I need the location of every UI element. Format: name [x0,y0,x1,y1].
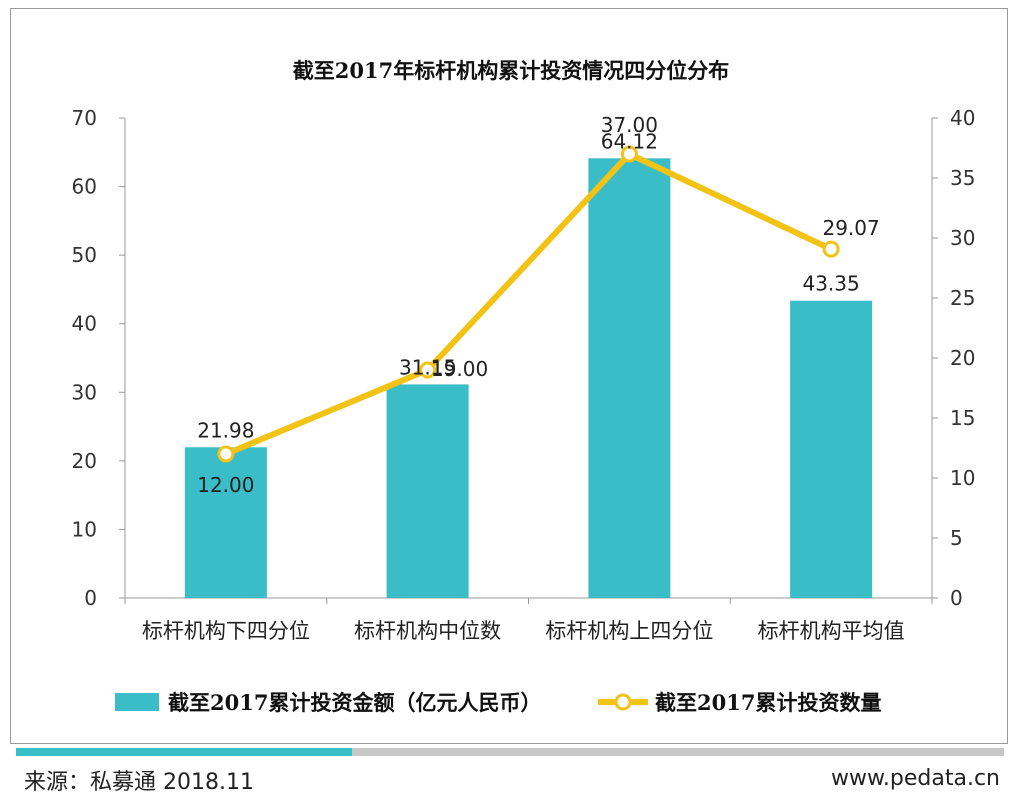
left-tick-label: 50 [72,243,97,267]
left-tick-label: 40 [72,312,97,336]
line-value-label: 19.00 [431,357,488,381]
right-tick-label: 30 [950,226,975,250]
left-tick-label: 60 [72,175,97,199]
bar-value-label: 64.12 [601,129,658,153]
left-tick-label: 10 [72,517,97,541]
bar-value-label: 31.15 [399,355,456,379]
line-point [620,145,638,163]
site-url: www.pedata.cn [830,766,1000,791]
legend-bar-label: 截至2017累计投资金额（亿元人民币） [168,690,541,715]
category-label: 标杆机构平均值 [758,619,905,643]
bar-value-label: 43.35 [802,272,859,296]
right-tick-label: 20 [950,346,975,370]
line-point [822,240,840,258]
category-label: 标杆机构上四分位 [545,619,713,643]
right-tick-label: 25 [950,286,975,310]
line-value-label: 12.00 [197,473,254,497]
right-tick-label: 5 [950,526,963,550]
line-point [217,445,235,463]
right-tick-label: 0 [950,586,963,610]
category-label: 标杆机构中位数 [354,619,501,643]
source-note: 来源：私募通 2018.11 [24,770,254,795]
right-tick-label: 15 [950,406,975,430]
line-segment [626,151,835,253]
line-series [217,145,840,463]
footer-progress-fill [16,748,352,756]
right-tick-label: 35 [950,166,975,190]
line-segment [222,367,431,457]
bar-value-label: 21.98 [197,418,254,442]
bar-series [184,158,873,598]
bar [184,447,267,598]
bar [790,300,873,598]
category-label: 标杆机构下四分位 [142,619,310,643]
line-point [419,361,437,379]
left-tick-label: 30 [72,380,97,404]
legend-bar-swatch [115,693,159,711]
right-tick-label: 10 [950,466,975,490]
legend: 截至2017累计投资金额（亿元人民币） 截至2017累计投资数量 [115,690,881,715]
chart-canvas: 截至2017年标杆机构累计投资情况四分位分布 0 10 20 30 40 50 60 70 0 5… [72,58,976,715]
axes-group: 0 10 20 30 40 50 60 70 0 5 10 15 20 25 30 35 40 标杆机构下四分位 标… [72,106,976,643]
legend-line-marker [614,693,632,711]
line-value-label: 29.07 [822,216,879,240]
chart-title: 截至2017年标杆机构累计投资情况四分位分布 [293,58,729,83]
left-tick-label: 0 [84,586,97,610]
line-segment [424,151,633,373]
left-tick-label: 70 [72,106,97,130]
bar [588,158,671,598]
line-value-label: 37.00 [601,113,658,137]
left-tick-label: 20 [72,449,97,473]
legend-line-label: 截至2017累计投资数量 [655,690,881,715]
bar [386,384,469,598]
right-tick-label: 40 [950,106,975,130]
footer-progress-track [16,748,1004,756]
data-labels: 21.98 31.15 64.12 43.35 12.00 19.00 37.00 29.07 [197,113,880,497]
